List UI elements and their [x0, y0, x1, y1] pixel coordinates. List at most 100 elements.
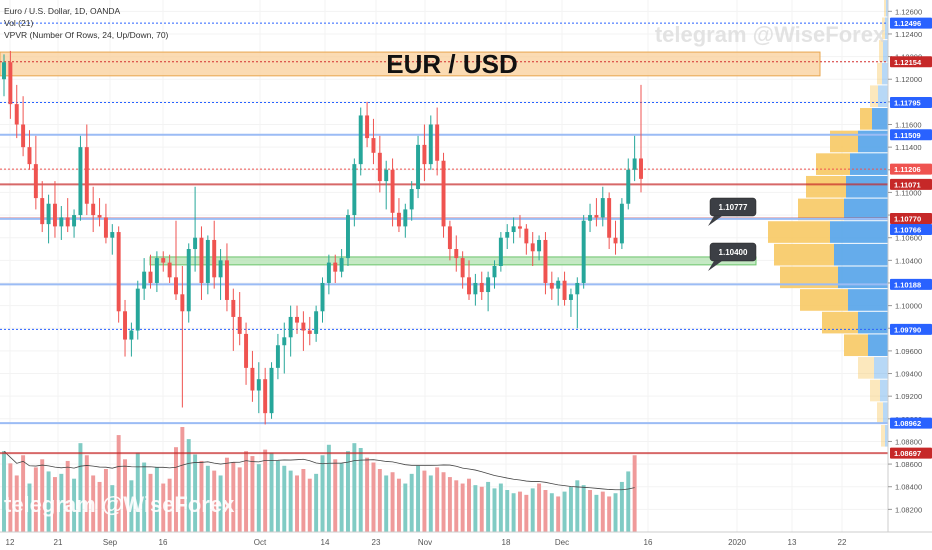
- profile-up-row: [806, 175, 846, 198]
- volume-bar: [301, 469, 306, 532]
- header-volume[interactable]: Vol (21): [4, 18, 33, 28]
- callout-box: [709, 197, 757, 217]
- price-axis[interactable]: 1.126001.124001.122001.120001.118001.116…: [887, 0, 932, 550]
- price-callouts[interactable]: 1.10777 1.10400: [708, 197, 757, 271]
- level-flag-text: 1.08962: [894, 419, 921, 428]
- volume-bar: [600, 491, 605, 532]
- date-tick-label: 18: [502, 538, 511, 547]
- level-flag-1.10188: [890, 278, 932, 290]
- volume-bar: [460, 483, 465, 532]
- candle-body: [479, 282, 484, 293]
- volume-bar: [326, 444, 331, 532]
- candle-body: [613, 237, 618, 244]
- volume-bar: [275, 460, 280, 532]
- volume-bar: [110, 485, 115, 532]
- level-flag-text: 1.11795: [894, 98, 921, 107]
- candle-body: [46, 203, 51, 225]
- level-flag-text: 1.10766: [894, 225, 921, 234]
- volume-bar: [282, 465, 287, 532]
- profile-up-row: [822, 311, 858, 334]
- volume-bar: [218, 475, 223, 532]
- price-tick-label: 1.08800: [895, 437, 922, 446]
- candle-body: [460, 258, 465, 278]
- volume-bar: [549, 493, 554, 532]
- volume-bar: [269, 452, 274, 532]
- volume-bar: [556, 496, 561, 532]
- candle-body: [307, 330, 312, 334]
- candle-body: [486, 277, 491, 293]
- volume-bar: [588, 490, 593, 532]
- volume-profile: [768, 0, 888, 447]
- candle-body: [632, 158, 637, 170]
- volume-bar: [174, 447, 178, 532]
- volume-bar: [505, 490, 510, 532]
- volume-bar: [116, 435, 121, 532]
- price-tick-label: 1.10000: [895, 302, 922, 311]
- profile-down-row: [858, 130, 888, 153]
- volume-bar: [65, 460, 70, 532]
- volume-bar: [543, 490, 548, 532]
- candle-body: [97, 215, 102, 218]
- time-axis[interactable]: 12 21 Sep 16 Oct 14 23 Nov 18 Dec 16 2020 13 22: [0, 531, 932, 550]
- candle-body: [59, 217, 64, 227]
- price-callout-1.10777[interactable]: 1.10777: [708, 197, 757, 226]
- profile-up-row: [774, 243, 834, 266]
- callout-pointer: [708, 216, 722, 226]
- volume-bar: [212, 470, 217, 532]
- volume-bar: [568, 486, 573, 532]
- candle-body: [275, 345, 280, 368]
- volume-bar: [14, 475, 19, 532]
- header-vpvr[interactable]: VPVR (Number Of Rows, 24, Up/Down, 70): [4, 30, 169, 40]
- volume-ma-line: [3, 450, 635, 491]
- volume-bar: [256, 464, 261, 532]
- candle-body: [256, 379, 261, 391]
- volume-bar: [288, 470, 293, 532]
- candle-body: [619, 203, 624, 244]
- price-tick-label: 1.09600: [895, 347, 922, 356]
- level-flag-text: 1.11509: [894, 131, 921, 140]
- volume-bar: [409, 473, 414, 532]
- candle-body: [530, 243, 535, 252]
- volume-bar: [180, 427, 185, 532]
- profile-down-row: [850, 153, 888, 175]
- volume-bar: [103, 469, 108, 532]
- watermark-top: telegram @WiseForex: [655, 22, 886, 47]
- candle-body: [193, 237, 198, 250]
- candle-body: [581, 220, 586, 283]
- candle-body: [78, 147, 83, 216]
- date-tick-label: Nov: [418, 538, 432, 547]
- volume-bar: [479, 486, 484, 532]
- profile-up-row: [877, 62, 882, 85]
- level-flag-1.09790: [890, 323, 932, 335]
- candle-body: [454, 249, 459, 259]
- volume-bar: [295, 475, 299, 532]
- volume-bar: [377, 469, 382, 532]
- candle-body: [498, 237, 503, 266]
- volume-bar: [161, 483, 166, 532]
- volume-bar: [447, 477, 452, 532]
- candle-body: [237, 316, 242, 334]
- date-tick-label: 2020: [728, 538, 746, 547]
- price-tick-label: 1.12000: [895, 75, 922, 84]
- profile-up-row: [780, 266, 838, 289]
- profile-down-row: [882, 62, 888, 85]
- level-flag-1.11795: [890, 96, 932, 108]
- volume-bar: [193, 454, 198, 532]
- candle-body: [148, 271, 153, 283]
- price-tick-label: 1.10400: [895, 256, 922, 265]
- volume-bar: [594, 494, 599, 532]
- candle-body: [288, 316, 293, 338]
- date-tick-label: 16: [644, 538, 653, 547]
- profile-up-row: [877, 402, 883, 424]
- profile-up-row: [844, 334, 868, 357]
- price-callout-1.10400[interactable]: 1.10400: [708, 242, 757, 271]
- profile-up-row: [768, 221, 830, 243]
- candle-body: [40, 198, 45, 225]
- candle-body: [91, 203, 96, 216]
- profile-up-row: [870, 379, 880, 402]
- profile-down-row: [848, 289, 888, 311]
- candle-body: [14, 104, 19, 125]
- header-symbol[interactable]: Euro / U.S. Dollar, 1D, OANDA: [4, 6, 121, 16]
- level-flag-1.10766: [890, 223, 932, 235]
